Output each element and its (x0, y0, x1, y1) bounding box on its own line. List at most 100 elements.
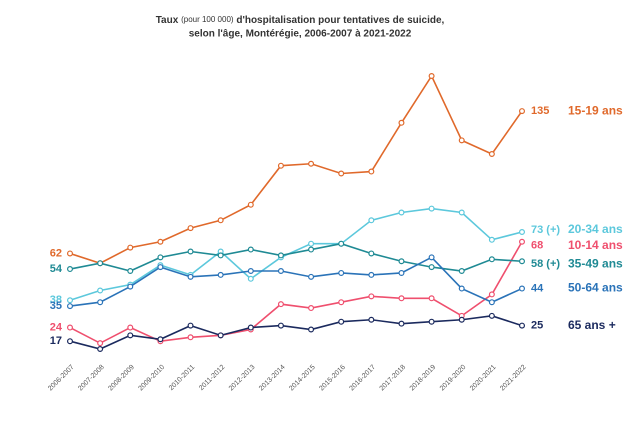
point (488, 151, 495, 158)
x-tick-label: 2021-2022 (499, 364, 528, 393)
point (398, 258, 405, 265)
point (66, 338, 73, 345)
point (518, 229, 525, 236)
start-label: 54 (50, 263, 63, 275)
point (308, 240, 315, 247)
point (217, 332, 224, 339)
end-label: 25 (531, 320, 543, 332)
point (458, 316, 465, 323)
end-label: 68 (531, 240, 543, 252)
point (247, 246, 254, 253)
point (97, 287, 104, 294)
line (69, 242, 523, 272)
start-label: 35 (50, 300, 62, 312)
point (428, 295, 435, 302)
point (338, 240, 345, 247)
point (247, 268, 254, 275)
point (428, 318, 435, 325)
point (398, 320, 405, 327)
start-label: 38 (50, 294, 62, 306)
point (368, 168, 375, 175)
legend-label: 15-19 ans (568, 103, 623, 117)
point (187, 248, 194, 255)
point (338, 269, 345, 276)
line (69, 256, 523, 307)
title-part: Taux (156, 15, 179, 26)
point (157, 238, 164, 245)
line (69, 315, 523, 350)
x-tick-label: 2009-2010 (137, 364, 166, 393)
point (518, 322, 525, 329)
point (97, 260, 104, 267)
line (69, 207, 523, 302)
point (338, 170, 345, 177)
point (97, 340, 104, 347)
point (127, 283, 134, 290)
point (187, 322, 194, 329)
chart-title: Taux (pour 100 000) d'hospitalisation po… (156, 15, 445, 26)
line (69, 74, 523, 265)
point (127, 244, 134, 251)
x-tick-label: 2016-2017 (348, 364, 377, 393)
x-tick-label: 2015-2016 (318, 364, 347, 393)
point (488, 236, 495, 243)
point (97, 299, 104, 306)
point (66, 303, 73, 310)
point (428, 264, 435, 271)
point (488, 256, 495, 263)
point (488, 291, 495, 298)
point (428, 205, 435, 212)
x-tick-label: 2006-2007 (47, 364, 76, 393)
point (187, 225, 194, 232)
x-tick-label: 2007-2008 (77, 364, 106, 393)
start-label: 17 (50, 335, 62, 347)
point (368, 271, 375, 278)
x-tick-label: 2013-2014 (258, 364, 287, 393)
point (217, 271, 224, 278)
point (277, 268, 284, 275)
point (398, 119, 405, 126)
point (66, 266, 73, 273)
point (458, 268, 465, 275)
point (187, 273, 194, 280)
chart-title: selon l'âge, Montérégie, 2006-2007 à 202… (189, 29, 412, 40)
end-label: 58 (+) (531, 258, 560, 270)
title-part: d'hospitalisation pour tentatives de sui… (236, 15, 444, 26)
point (368, 316, 375, 323)
point (458, 285, 465, 292)
point (488, 299, 495, 306)
legend-label: 50-64 ans (568, 281, 623, 295)
point (308, 305, 315, 312)
point (428, 254, 435, 261)
point (277, 252, 284, 259)
x-tick-label: 2020-2021 (469, 364, 498, 393)
point (428, 72, 435, 79)
point (518, 285, 525, 292)
point (157, 254, 164, 261)
point (338, 318, 345, 325)
x-tick-label: 2014-2015 (288, 364, 317, 393)
point (368, 217, 375, 224)
point (66, 250, 73, 257)
point (157, 336, 164, 343)
point (368, 293, 375, 300)
point (398, 269, 405, 276)
legend-label: 10-14 ans (568, 238, 623, 252)
point (217, 252, 224, 259)
point (157, 264, 164, 271)
point (488, 312, 495, 319)
point (368, 250, 375, 257)
line (69, 241, 523, 345)
point (518, 108, 525, 115)
end-label: 44 (531, 282, 544, 294)
point (247, 275, 254, 282)
point (398, 295, 405, 302)
point (277, 301, 284, 308)
x-tick-label: 2018-2019 (409, 364, 438, 393)
x-tick-label: 2008-2009 (107, 364, 136, 393)
point (97, 346, 104, 353)
start-label: 62 (50, 247, 62, 259)
point (518, 238, 525, 245)
point (127, 268, 134, 275)
